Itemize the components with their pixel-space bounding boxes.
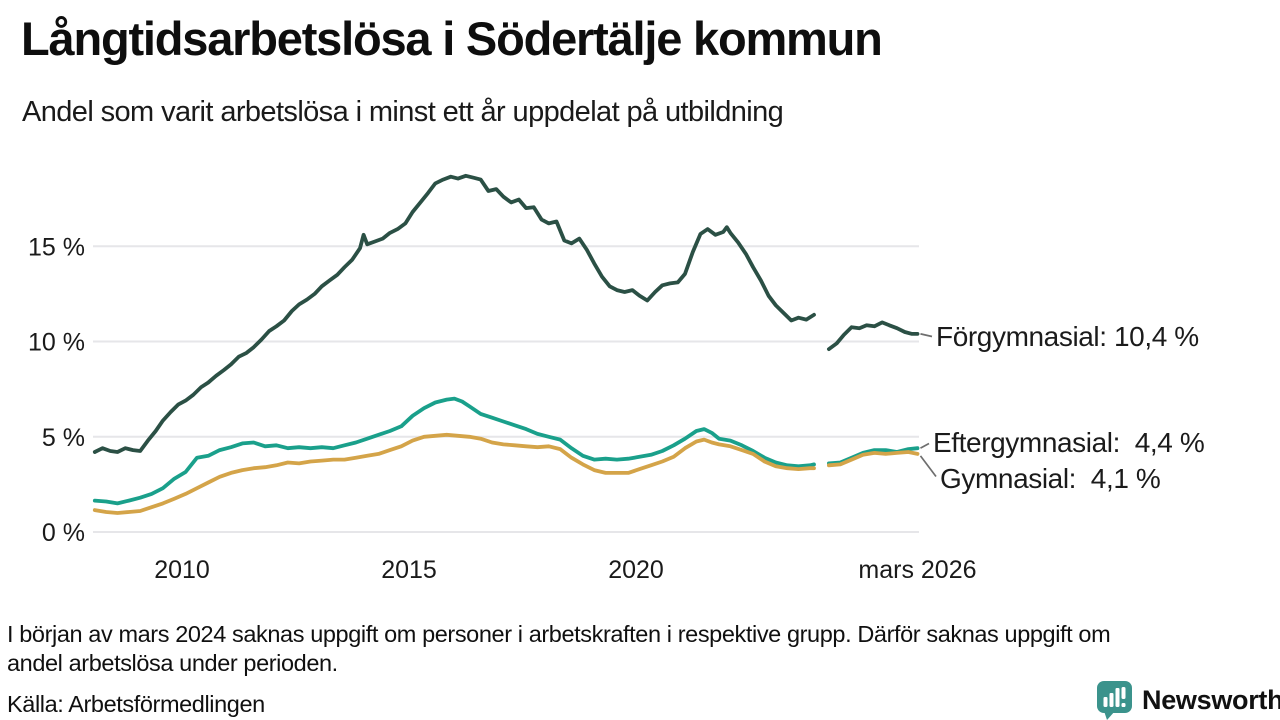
newsworthy-logo-icon xyxy=(1097,681,1132,720)
page-title: Långtidsarbetslösa i Södertälje kommun xyxy=(21,12,883,65)
series-line-gymnasial xyxy=(92,432,816,515)
y-axis-tick-label: 5 % xyxy=(42,424,85,452)
source-note: Källa: Arbetsförmedlingen xyxy=(7,691,265,717)
label-leader-line xyxy=(920,442,930,449)
y-axis-tick-label: 10 % xyxy=(28,329,85,357)
x-axis-tick-label: 2020 xyxy=(608,556,664,584)
series-label-eftergymnasial: Eftergymnasial: 4,4 % xyxy=(933,427,1205,458)
series-line-gymnasial xyxy=(827,450,920,468)
series-label-gymnasial: Gymnasial: 4,1 % xyxy=(940,463,1161,494)
label-leader-line xyxy=(920,333,933,338)
footnote-line-1: I början av mars 2024 saknas uppgift om … xyxy=(7,621,1111,647)
footnote-line-2: andel arbetslösa under perioden. xyxy=(7,650,338,676)
y-axis-tick-label: 0 % xyxy=(42,519,85,547)
page-subtitle: Andel som varit arbetslösa i minst ett å… xyxy=(22,96,784,128)
x-axis-tick-label: mars 2026 xyxy=(858,556,976,584)
x-axis-tick-label: 2015 xyxy=(381,556,437,584)
series-line-eftergymnasial xyxy=(92,396,816,506)
y-axis-tick-label: 15 % xyxy=(28,233,85,261)
series-label-forgymnasial: Förgymnasial: 10,4 % xyxy=(936,321,1199,352)
label-leader-line xyxy=(919,455,937,478)
newsworthy-logo-text: Newsworthy xyxy=(1142,684,1280,715)
newsworthy-logo: Newsworthy xyxy=(1096,680,1280,720)
series-line-förgymnasial xyxy=(92,173,816,454)
series-line-förgymnasial xyxy=(827,320,920,352)
x-axis-tick-label: 2010 xyxy=(154,556,210,584)
footnote: I början av mars 2024 saknas uppgift om … xyxy=(7,620,1111,678)
